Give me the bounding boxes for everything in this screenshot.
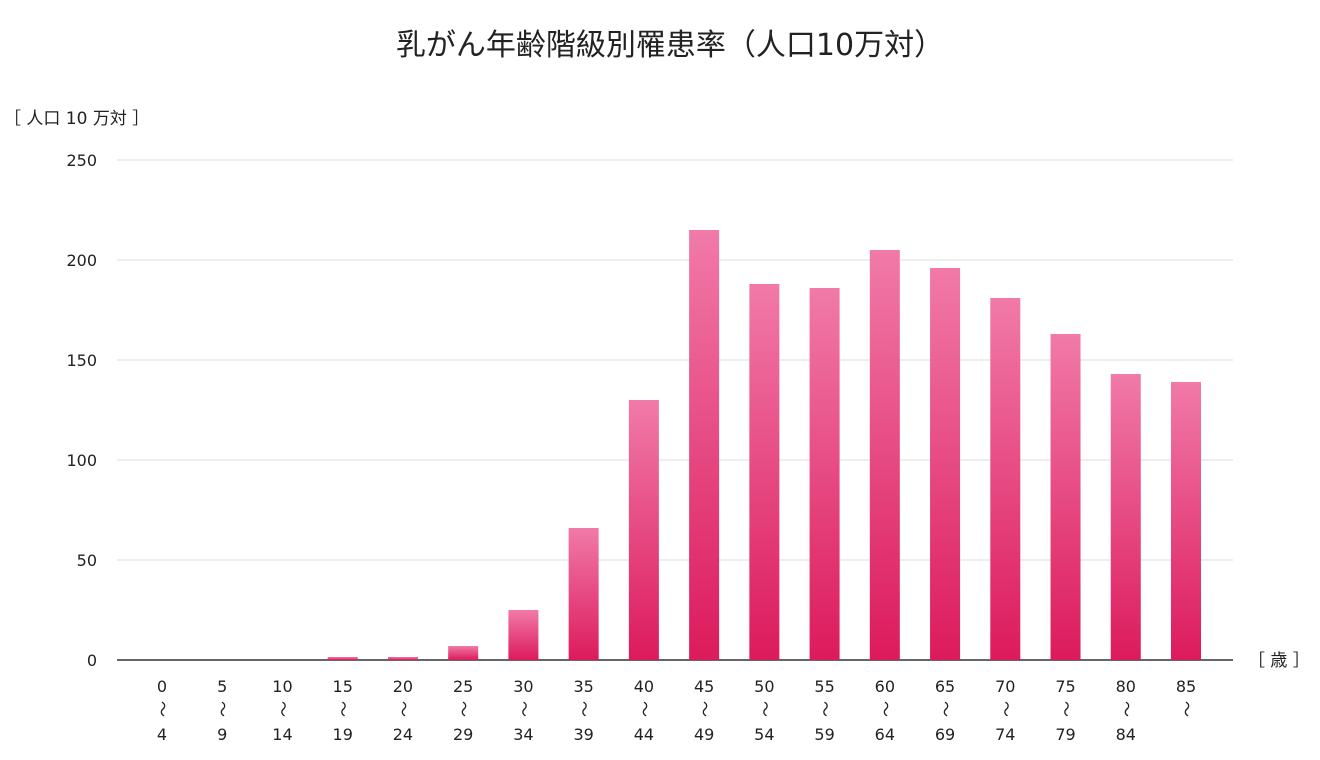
x-tick-range-mark: 〜 [755,701,774,717]
bar [930,268,961,660]
x-tick-label-to: 49 [694,725,714,744]
x-tick-label-to: 59 [814,725,834,744]
bar [387,657,418,660]
bar [1110,374,1141,660]
x-tick-range-mark: 〜 [394,701,413,717]
bar [568,528,599,660]
y-tick-label: 150 [66,351,97,370]
x-tick-range-mark: 〜 [153,701,172,717]
bar [1171,382,1201,660]
x-tick-label-to: 84 [1116,725,1136,744]
x-tick-label-to: 44 [634,725,654,744]
x-tick-label-to: 39 [573,725,593,744]
x-tick-range-mark: 〜 [1117,701,1136,717]
x-tick-label-to: 54 [754,725,774,744]
x-tick-label-from: 65 [935,677,955,696]
x-tick-label-to: 4 [157,725,167,744]
x-tick-label-from: 85 [1176,677,1196,696]
x-tick-range-mark: 〜 [816,701,835,717]
y-tick-label: 0 [87,651,97,670]
x-tick-label-from: 80 [1116,677,1136,696]
x-tick-label-from: 40 [634,677,654,696]
x-tick-range-mark: 〜 [876,701,895,717]
x-tick-label-to: 14 [272,725,292,744]
bar [327,657,358,660]
chart-title: 乳がん年齢階級別罹患率（人口10万対） [396,28,944,63]
x-tick-label-from: 50 [754,677,774,696]
y-tick-label: 50 [77,551,97,570]
bar [990,298,1021,660]
x-tick-label-to: 19 [333,725,353,744]
x-tick-label-to: 9 [217,725,227,744]
bar [749,284,780,660]
x-tick-label-to: 29 [453,725,473,744]
x-tick-label-from: 75 [1055,677,1075,696]
bar [628,400,659,660]
x-tick-range-mark: 〜 [334,701,353,717]
x-tick-range-mark: 〜 [936,701,955,717]
x-tick-label-to: 79 [1055,725,1075,744]
x-tick-label-to: 34 [513,725,533,744]
x-tick-label-from: 0 [157,677,167,696]
x-tick-label-to: 69 [935,725,955,744]
x-tick-label-to: 24 [393,725,413,744]
x-tick-range-mark: 〜 [1057,701,1076,717]
x-tick-label-from: 20 [393,677,413,696]
bar [1050,334,1081,660]
x-tick-label-from: 55 [814,677,834,696]
x-tick-range-mark: 〜 [1177,701,1196,717]
bar [689,230,720,660]
x-tick-range-mark: 〜 [996,701,1015,717]
x-tick-range-mark: 〜 [213,701,232,717]
x-tick-label-from: 30 [513,677,533,696]
x-tick-range-mark: 〜 [514,701,533,717]
x-tick-label-from: 70 [995,677,1015,696]
x-tick-range-mark: 〜 [575,701,594,717]
x-tick-label-from: 15 [333,677,353,696]
x-tick-range-mark: 〜 [635,701,654,717]
x-tick-label-from: 10 [272,677,292,696]
x-axis-label: ［ 歳 ］ [1248,651,1310,671]
y-tick-label: 100 [66,451,97,470]
bar [809,288,840,660]
x-tick-label-from: 60 [875,677,895,696]
x-tick-label-from: 25 [453,677,473,696]
x-tick-range-mark: 〜 [454,701,473,717]
x-tick-label-to: 64 [875,725,895,744]
x-tick-label-from: 35 [573,677,593,696]
x-tick-label-to: 74 [995,725,1015,744]
x-tick-label-from: 5 [217,677,227,696]
y-tick-label: 250 [66,151,97,170]
bar [869,250,900,660]
x-tick-range-mark: 〜 [695,701,714,717]
bar [508,610,539,660]
bar [448,646,479,660]
y-tick-label: 200 [66,251,97,270]
y-axis-label: ［ 人口 10 万対 ］ [4,109,149,129]
x-tick-range-mark: 〜 [273,701,292,717]
x-tick-label-from: 45 [694,677,714,696]
